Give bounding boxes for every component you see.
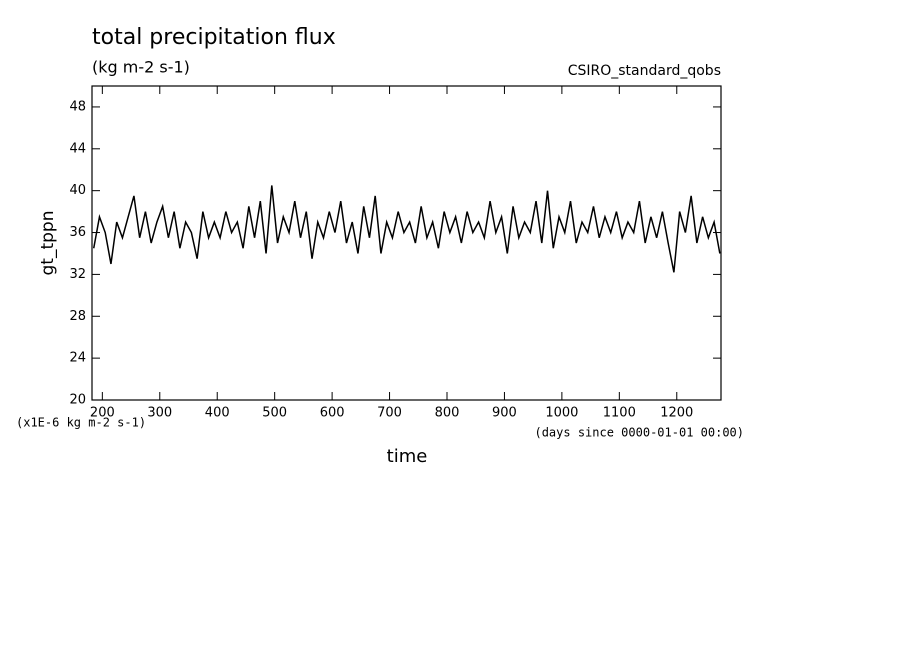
x-tick-label: 200	[90, 406, 115, 421]
x-tick-label: 1100	[603, 406, 636, 421]
y-units: (x1E-6 kg m-2 s-1)	[16, 416, 146, 430]
y-tick-label: 40	[69, 183, 86, 198]
x-tick-label: 900	[492, 406, 517, 421]
y-tick-label: 32	[69, 267, 86, 282]
x-tick-label: 800	[435, 406, 460, 421]
plot-frame	[91, 85, 722, 401]
chart-title: total precipitation flux	[92, 25, 336, 50]
x-tick-label: 700	[377, 406, 402, 421]
x-units: (days since 0000-01-01 00:00)	[534, 426, 744, 440]
y-tick-label: 48	[69, 99, 86, 114]
data-line	[92, 185, 721, 273]
y-tick-label: 44	[69, 141, 86, 156]
x-tick-label: 300	[147, 406, 172, 421]
y-tick-label: 36	[69, 225, 86, 240]
source-label: CSIRO_standard_qobs	[568, 63, 721, 79]
x-axis-label: time	[387, 446, 428, 467]
x-tick-label: 1000	[545, 406, 578, 421]
x-tick-label: 1200	[660, 406, 693, 421]
y-axis-label: gt_tppn	[38, 211, 58, 276]
x-tick-label: 600	[320, 406, 345, 421]
x-tick-label: 500	[262, 406, 287, 421]
y-tick-label: 28	[69, 309, 86, 324]
chart-subtitle: (kg m-2 s-1)	[92, 58, 190, 77]
y-tick-label: 24	[69, 351, 86, 366]
x-tick-label: 400	[205, 406, 230, 421]
y-tick-label: 20	[69, 393, 86, 408]
